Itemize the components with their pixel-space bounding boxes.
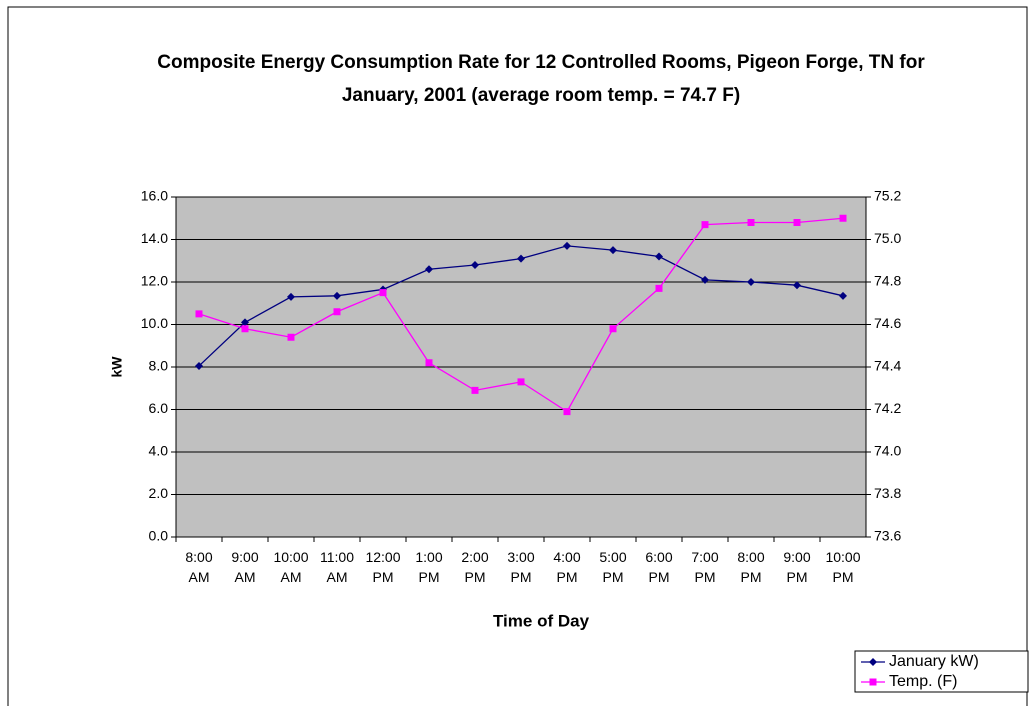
point bbox=[701, 275, 709, 284]
x-tick-label: 5:00 PM bbox=[599, 549, 627, 585]
point bbox=[517, 254, 525, 263]
x-tick-label: 8:00 AM bbox=[185, 549, 213, 585]
y2-tick-label: 74.6 bbox=[874, 315, 901, 331]
y2-tick-label: 75.2 bbox=[874, 188, 901, 204]
point bbox=[655, 252, 663, 261]
point bbox=[471, 386, 479, 394]
point bbox=[241, 318, 249, 327]
point bbox=[747, 278, 755, 286]
y-tick-label: 14.0 bbox=[141, 230, 168, 246]
x-tick-label: 1:00 PM bbox=[415, 549, 443, 585]
legend-marker bbox=[869, 678, 877, 686]
point bbox=[425, 359, 433, 367]
legend-label: Temp. (F) bbox=[889, 673, 957, 690]
chart-title: Composite Energy Consumption Rate for 12… bbox=[157, 52, 925, 106]
point bbox=[517, 378, 525, 386]
point bbox=[839, 214, 847, 222]
y-tick-label: 4.0 bbox=[149, 443, 169, 459]
y2-tick-label: 74.4 bbox=[874, 358, 901, 374]
legend-box bbox=[854, 650, 1029, 693]
y2-tick-label: 74.2 bbox=[874, 400, 901, 416]
x-tick-label: 6:00 PM bbox=[645, 549, 673, 585]
x-tick-label: 11:00 AM bbox=[320, 549, 354, 585]
point bbox=[563, 408, 571, 416]
point bbox=[471, 261, 479, 269]
point bbox=[195, 310, 203, 318]
y-tick-label: 8.0 bbox=[149, 358, 169, 374]
legend-label: January kW) bbox=[889, 653, 979, 670]
x-tick-label: 2:00 PM bbox=[461, 549, 489, 585]
y-tick-label: 12.0 bbox=[141, 273, 168, 289]
point bbox=[839, 291, 847, 300]
point bbox=[287, 292, 295, 301]
x-tick-label: 10:00 PM bbox=[825, 549, 861, 585]
x-tick-label: 3:00 PM bbox=[507, 549, 535, 585]
point bbox=[425, 265, 433, 274]
y-tick-label: 6.0 bbox=[149, 400, 169, 416]
x-tick-label: 9:00 AM bbox=[231, 549, 259, 585]
y2-tick-label: 74.0 bbox=[874, 443, 901, 459]
point bbox=[655, 284, 663, 292]
point bbox=[793, 281, 801, 290]
point bbox=[195, 361, 203, 370]
chart-frame bbox=[7, 6, 1028, 706]
point bbox=[793, 219, 801, 226]
y-axis-label: kW bbox=[109, 356, 125, 378]
y2-tick-label: 74.8 bbox=[874, 273, 901, 289]
point bbox=[609, 325, 617, 333]
x-tick-label: 10:00 AM bbox=[273, 549, 309, 585]
point bbox=[701, 221, 709, 229]
point bbox=[747, 219, 755, 226]
y2-tick-label: 73.8 bbox=[874, 485, 901, 501]
point bbox=[241, 325, 249, 333]
x-tick-label: 12:00 PM bbox=[365, 549, 401, 585]
y2-tick-label: 75.0 bbox=[874, 230, 901, 246]
y2-tick-label: 73.6 bbox=[874, 528, 901, 544]
point bbox=[333, 291, 341, 300]
x-tick-label: 4:00 PM bbox=[553, 549, 581, 585]
y-tick-label: 10.0 bbox=[141, 315, 168, 331]
y-tick-label: 2.0 bbox=[149, 485, 169, 501]
y-tick-label: 16.0 bbox=[141, 188, 168, 204]
x-tick-label: 9:00 PM bbox=[783, 549, 811, 585]
legend-marker bbox=[869, 658, 877, 666]
x-axis-label: Time of Day bbox=[493, 611, 590, 630]
point bbox=[563, 241, 571, 250]
point bbox=[287, 333, 295, 341]
point bbox=[379, 289, 387, 297]
point bbox=[609, 246, 617, 255]
x-tick-label: 7:00 PM bbox=[691, 549, 719, 585]
point bbox=[333, 308, 341, 316]
x-tick-label: 8:00 PM bbox=[737, 549, 765, 585]
y-tick-label: 0.0 bbox=[149, 528, 169, 544]
